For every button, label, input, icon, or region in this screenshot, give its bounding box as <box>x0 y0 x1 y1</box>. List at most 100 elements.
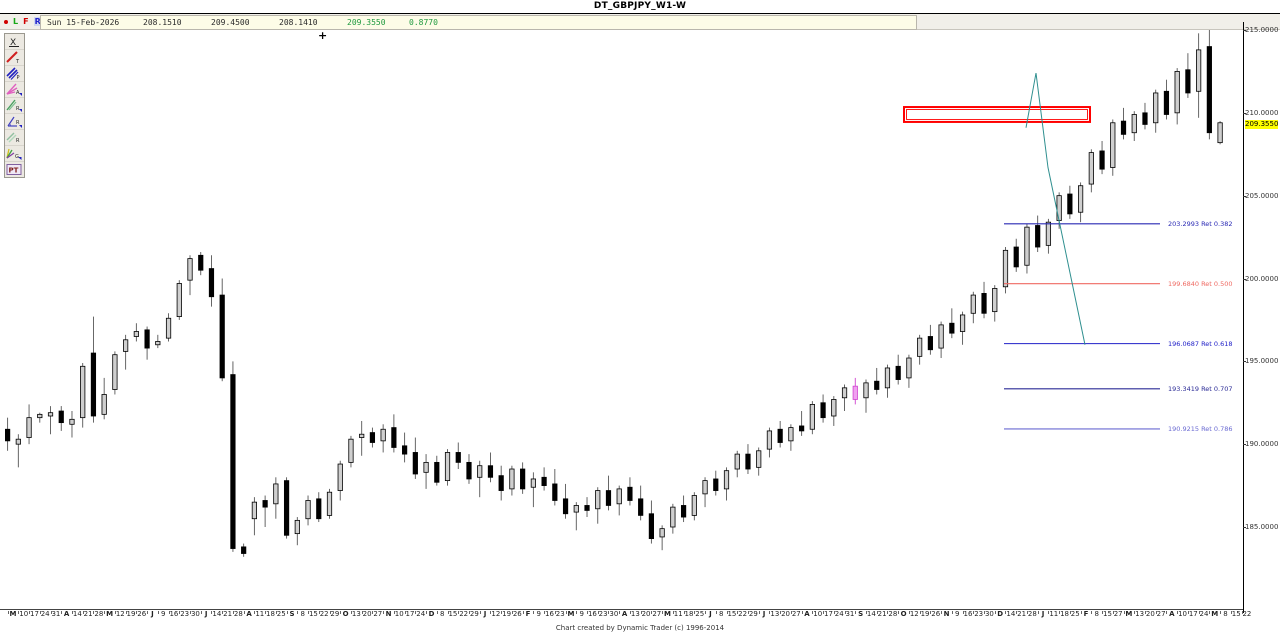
date-tick: 22 <box>459 610 469 618</box>
date-tick-mark <box>243 611 245 614</box>
candlestick-bar <box>251 497 257 536</box>
parallel-lines-p-tool-icon[interactable]: P <box>5 66 24 82</box>
date-tick: 11 <box>1049 610 1059 618</box>
date-tick-mark <box>769 611 771 614</box>
date-tick: F <box>1083 610 1089 618</box>
candlestick-bar <box>1013 238 1019 272</box>
candlestick-series <box>5 30 1223 557</box>
date-tick: 28 <box>1027 610 1037 618</box>
date-tick-mark <box>973 611 975 614</box>
date-tick-mark <box>651 611 653 614</box>
candlestick-bar <box>992 285 998 322</box>
date-tick: 21 <box>223 610 233 618</box>
candlestick-bar <box>241 543 247 557</box>
candlestick-bar <box>917 334 923 365</box>
date-tick: 23 <box>180 610 190 618</box>
date-tick: 8 <box>439 610 445 618</box>
fan-a-tool-icon[interactable]: A <box>5 82 24 98</box>
date-tick: 25 <box>1070 610 1080 618</box>
date-tick-mark <box>190 611 191 614</box>
candlestick-bar <box>562 483 569 519</box>
date-tick: 8 <box>1094 610 1099 618</box>
date-tick: 27 <box>652 610 662 618</box>
candlestick-bar <box>326 488 333 519</box>
price-axis[interactable]: 215.0000 210.0000 205.0000 200.0000 195.0000… <box>1242 22 1280 613</box>
price-tick: 210.0000 <box>1242 108 1279 117</box>
date-tick: 26 <box>931 610 941 618</box>
date-tick-mark <box>608 611 610 614</box>
date-tick: 17 <box>405 610 415 618</box>
date-tick-mark <box>18 611 20 614</box>
date-tick: 30 <box>609 610 619 618</box>
date-tick: 16 <box>169 610 179 618</box>
date-tick: N <box>943 610 950 618</box>
date-tick: J <box>709 610 712 618</box>
candlestick-bar <box>670 503 676 534</box>
date-tick: D <box>428 610 435 618</box>
pattern-pt-tool-icon[interactable]: PT <box>5 162 24 177</box>
candlestick-bar <box>863 379 869 413</box>
date-tick: M <box>9 610 17 618</box>
date-tick-mark <box>1102 611 1104 614</box>
drawing-tool-palette[interactable]: X T P A R <box>4 33 25 178</box>
candlestick-bar <box>648 500 655 544</box>
date-tick: 26 <box>512 610 522 618</box>
candlestick-bar <box>959 311 966 345</box>
date-tick: M <box>1125 610 1133 618</box>
date-tick: 30 <box>984 610 994 618</box>
candlestick-bar <box>80 362 86 428</box>
cursor-x-tool-icon[interactable]: X <box>5 34 24 50</box>
date-tick-mark <box>222 611 224 614</box>
chart-plot-area[interactable] <box>0 30 1243 605</box>
date-tick: 27 <box>1156 610 1166 618</box>
date-tick: 28 <box>233 610 243 618</box>
date-tick: 23 <box>974 610 984 618</box>
date-tick: 20 <box>641 610 651 618</box>
svg-text:R: R <box>16 138 20 144</box>
retracement-r-tool-icon[interactable]: R <box>5 98 24 114</box>
candlestick-bar <box>906 354 912 388</box>
date-tick: 10 <box>1178 610 1188 618</box>
projection-r-tool-icon[interactable]: R <box>5 130 24 146</box>
flag-r-button[interactable]: R <box>33 17 42 26</box>
angle-r-tool-icon[interactable]: R <box>5 114 24 130</box>
candlestick-bar <box>1185 53 1191 98</box>
date-tick: 11 <box>255 610 265 618</box>
flag-l-button[interactable]: L <box>13 17 19 26</box>
candlestick-bar <box>391 414 397 453</box>
date-tick: 24 <box>416 610 426 618</box>
date-tick-mark <box>479 611 481 614</box>
date-tick: O <box>342 610 349 618</box>
date-tick-mark <box>1144 611 1146 614</box>
gann-g-tool-icon[interactable]: G <box>5 146 24 162</box>
candlestick-bar <box>348 435 354 468</box>
flag-f-button[interactable]: F <box>23 17 29 26</box>
candlestick-bar <box>584 497 590 518</box>
quote-readout: Sun 15-Feb-2026 208.1510 209.4500 208.14… <box>40 15 917 30</box>
forecast-projection-line[interactable] <box>1025 72 1086 345</box>
date-tick-mark <box>619 611 621 614</box>
date-tick-mark <box>254 611 256 614</box>
date-tick: 23 <box>555 610 565 618</box>
candlestick-bar <box>841 384 848 412</box>
quote-close: 209.3550 <box>347 18 386 27</box>
date-tick: 18 <box>1060 610 1069 618</box>
date-tick-mark <box>522 611 524 614</box>
candlestick-bar <box>970 291 976 324</box>
date-tick-mark <box>1220 611 1222 614</box>
date-tick-mark <box>308 611 310 614</box>
candlestick-bar <box>58 406 64 431</box>
quote-high: 209.4500 <box>211 18 250 27</box>
plot-right-border <box>1243 22 1244 613</box>
date-tick: 10 <box>19 610 29 618</box>
candlestick-bar <box>176 280 182 320</box>
date-tick-mark <box>490 611 492 614</box>
date-axis[interactable]: M 10 17 24 31 A 14 21 28 M 12 19 26 J 9 16 23 30 J 14 21 28 A 1… <box>0 610 1251 624</box>
candlestick-bar <box>1110 119 1116 176</box>
trendline-t-tool-icon[interactable]: T <box>5 50 24 66</box>
candlestick-bar <box>337 460 343 501</box>
date-tick-mark <box>737 611 739 614</box>
date-tick-mark <box>200 611 202 614</box>
resistance-zone-box[interactable] <box>903 106 1091 123</box>
candlestick-bar <box>1163 79 1170 120</box>
